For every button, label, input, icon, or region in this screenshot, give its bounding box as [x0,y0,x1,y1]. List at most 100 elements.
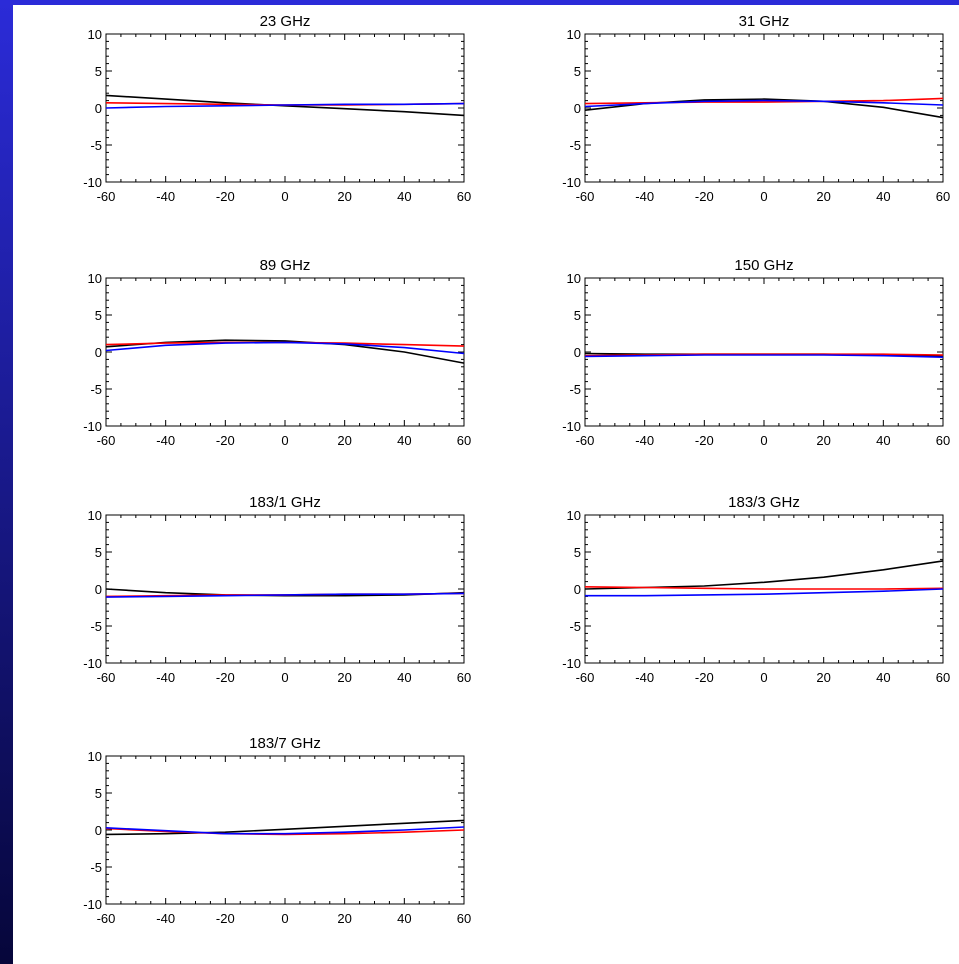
chart-panel-5: 183/1 GHz -60 -40 -20 0 20 40 60 10 5 0 -5 -10 [83,494,471,685]
x-tick-label: -40 [156,189,175,204]
y-tick-label: 5 [574,64,581,79]
x-tick-label: 40 [397,911,411,926]
x-tick-label: -40 [156,433,175,448]
y-tick-label: -10 [83,419,102,434]
x-tick-label: 40 [876,189,890,204]
y-tick-label: 0 [95,582,102,597]
x-tick-label: -40 [635,433,654,448]
chart-panel-7: 183/7 GHz -60 -40 -20 0 20 40 60 10 5 0 -5 -10 [83,735,471,926]
y-tick-label: 10 [88,271,102,286]
x-tick-label: -60 [97,433,116,448]
panel-title: 183/7 GHz [249,735,321,752]
x-tick-label: 20 [337,433,351,448]
series-line-blue [584,354,944,358]
series-line-black [584,560,944,590]
y-tick-label: 10 [88,27,102,42]
y-tick-label: 5 [95,308,102,323]
y-tick-label: -5 [90,619,102,634]
series-line-blue [585,588,944,597]
y-tick-label: 10 [567,271,581,286]
y-tick-label: -5 [569,138,581,153]
x-tick-label: 20 [337,911,351,926]
y-tick-label: -5 [90,860,102,875]
x-tick-label: -20 [216,911,235,926]
y-tick-label: 10 [88,749,102,764]
x-tick-label: -40 [635,670,654,685]
x-tick-label: 0 [281,189,288,204]
plot-frame [105,277,465,427]
x-tick-label: 20 [816,433,830,448]
chart-panel-3: 89 GHz -60 -40 -20 0 20 40 60 10 5 0 -5 -10 [83,257,471,448]
y-tick-label: 0 [95,101,102,116]
x-tick-label: 60 [457,911,471,926]
x-tick-label: 0 [281,911,288,926]
chart-panel-6: 183/3 GHz -60 -40 -20 0 20 40 60 10 5 0 -5 -10 [562,494,950,685]
y-tick-label: -10 [562,419,581,434]
y-tick-label: 5 [95,545,102,560]
chart-panel-1: 23 GHz -60 -40 -20 0 20 40 60 10 5 0 -5 -10 [83,13,471,204]
x-tick-label: 60 [936,670,950,685]
x-tick-label: 0 [760,189,767,204]
x-tick-label: -40 [635,189,654,204]
x-tick-label: -60 [97,189,116,204]
x-tick-label: 60 [936,433,950,448]
plot-frame [105,514,465,664]
x-tick-label: -40 [156,911,175,926]
x-tick-label: -20 [216,189,235,204]
x-tick-label: 60 [457,670,471,685]
y-tick-label: 5 [574,545,581,560]
panel-title: 31 GHz [739,13,790,30]
x-tick-label: 40 [876,433,890,448]
y-tick-label: 0 [574,582,581,597]
y-tick-label: -10 [83,175,102,190]
x-tick-label: -20 [695,189,714,204]
y-tick-label: 5 [95,786,102,801]
y-tick-label: 0 [574,101,581,116]
x-tick-label: 0 [281,433,288,448]
chart-panel-4: 150 GHz -60 -40 -20 0 20 40 60 10 5 0 -5 -10 [562,257,950,448]
series-line-blue [105,592,465,598]
x-tick-label: -20 [216,670,235,685]
y-tick-label: 5 [95,64,102,79]
panel-title: 89 GHz [260,257,311,274]
y-tick-label: -10 [83,897,102,912]
x-tick-label: 0 [760,670,767,685]
x-tick-label: -60 [576,670,595,685]
panel-title: 183/1 GHz [249,494,321,511]
y-tick-label: -10 [562,656,581,671]
x-tick-label: 20 [337,189,351,204]
x-tick-label: 0 [281,670,288,685]
series-line-blue [584,99,944,108]
y-tick-label: 10 [567,27,581,42]
x-tick-label: 40 [876,670,890,685]
x-tick-label: -20 [216,433,235,448]
series-line-blue [105,102,465,109]
x-tick-label: 20 [816,670,830,685]
y-tick-label: -5 [569,382,581,397]
chart-panel-2: 31 GHz -60 -40 -20 0 20 40 60 10 5 0 -5 -10 [562,13,950,204]
x-tick-label: -20 [695,433,714,448]
x-tick-label: 40 [397,189,411,204]
y-tick-label: -5 [90,138,102,153]
y-tick-label: 0 [574,345,581,360]
plot-frame [105,33,465,183]
panel-title: 183/3 GHz [728,494,800,511]
x-tick-label: 60 [457,433,471,448]
series-line-blue [105,826,465,835]
x-tick-label: 20 [816,189,830,204]
series-line-black [105,819,465,836]
panel-title: 23 GHz [260,13,311,30]
y-tick-label: 5 [574,308,581,323]
y-tick-label: 10 [88,508,102,523]
series-line-red [584,586,944,590]
x-tick-label: -60 [576,433,595,448]
x-tick-label: 20 [337,670,351,685]
x-tick-label: 0 [760,433,767,448]
x-tick-label: -60 [97,670,116,685]
x-tick-label: 60 [457,189,471,204]
y-tick-label: -10 [83,656,102,671]
x-tick-label: 40 [397,433,411,448]
x-tick-label: 60 [936,189,950,204]
plot-frame [584,277,944,427]
